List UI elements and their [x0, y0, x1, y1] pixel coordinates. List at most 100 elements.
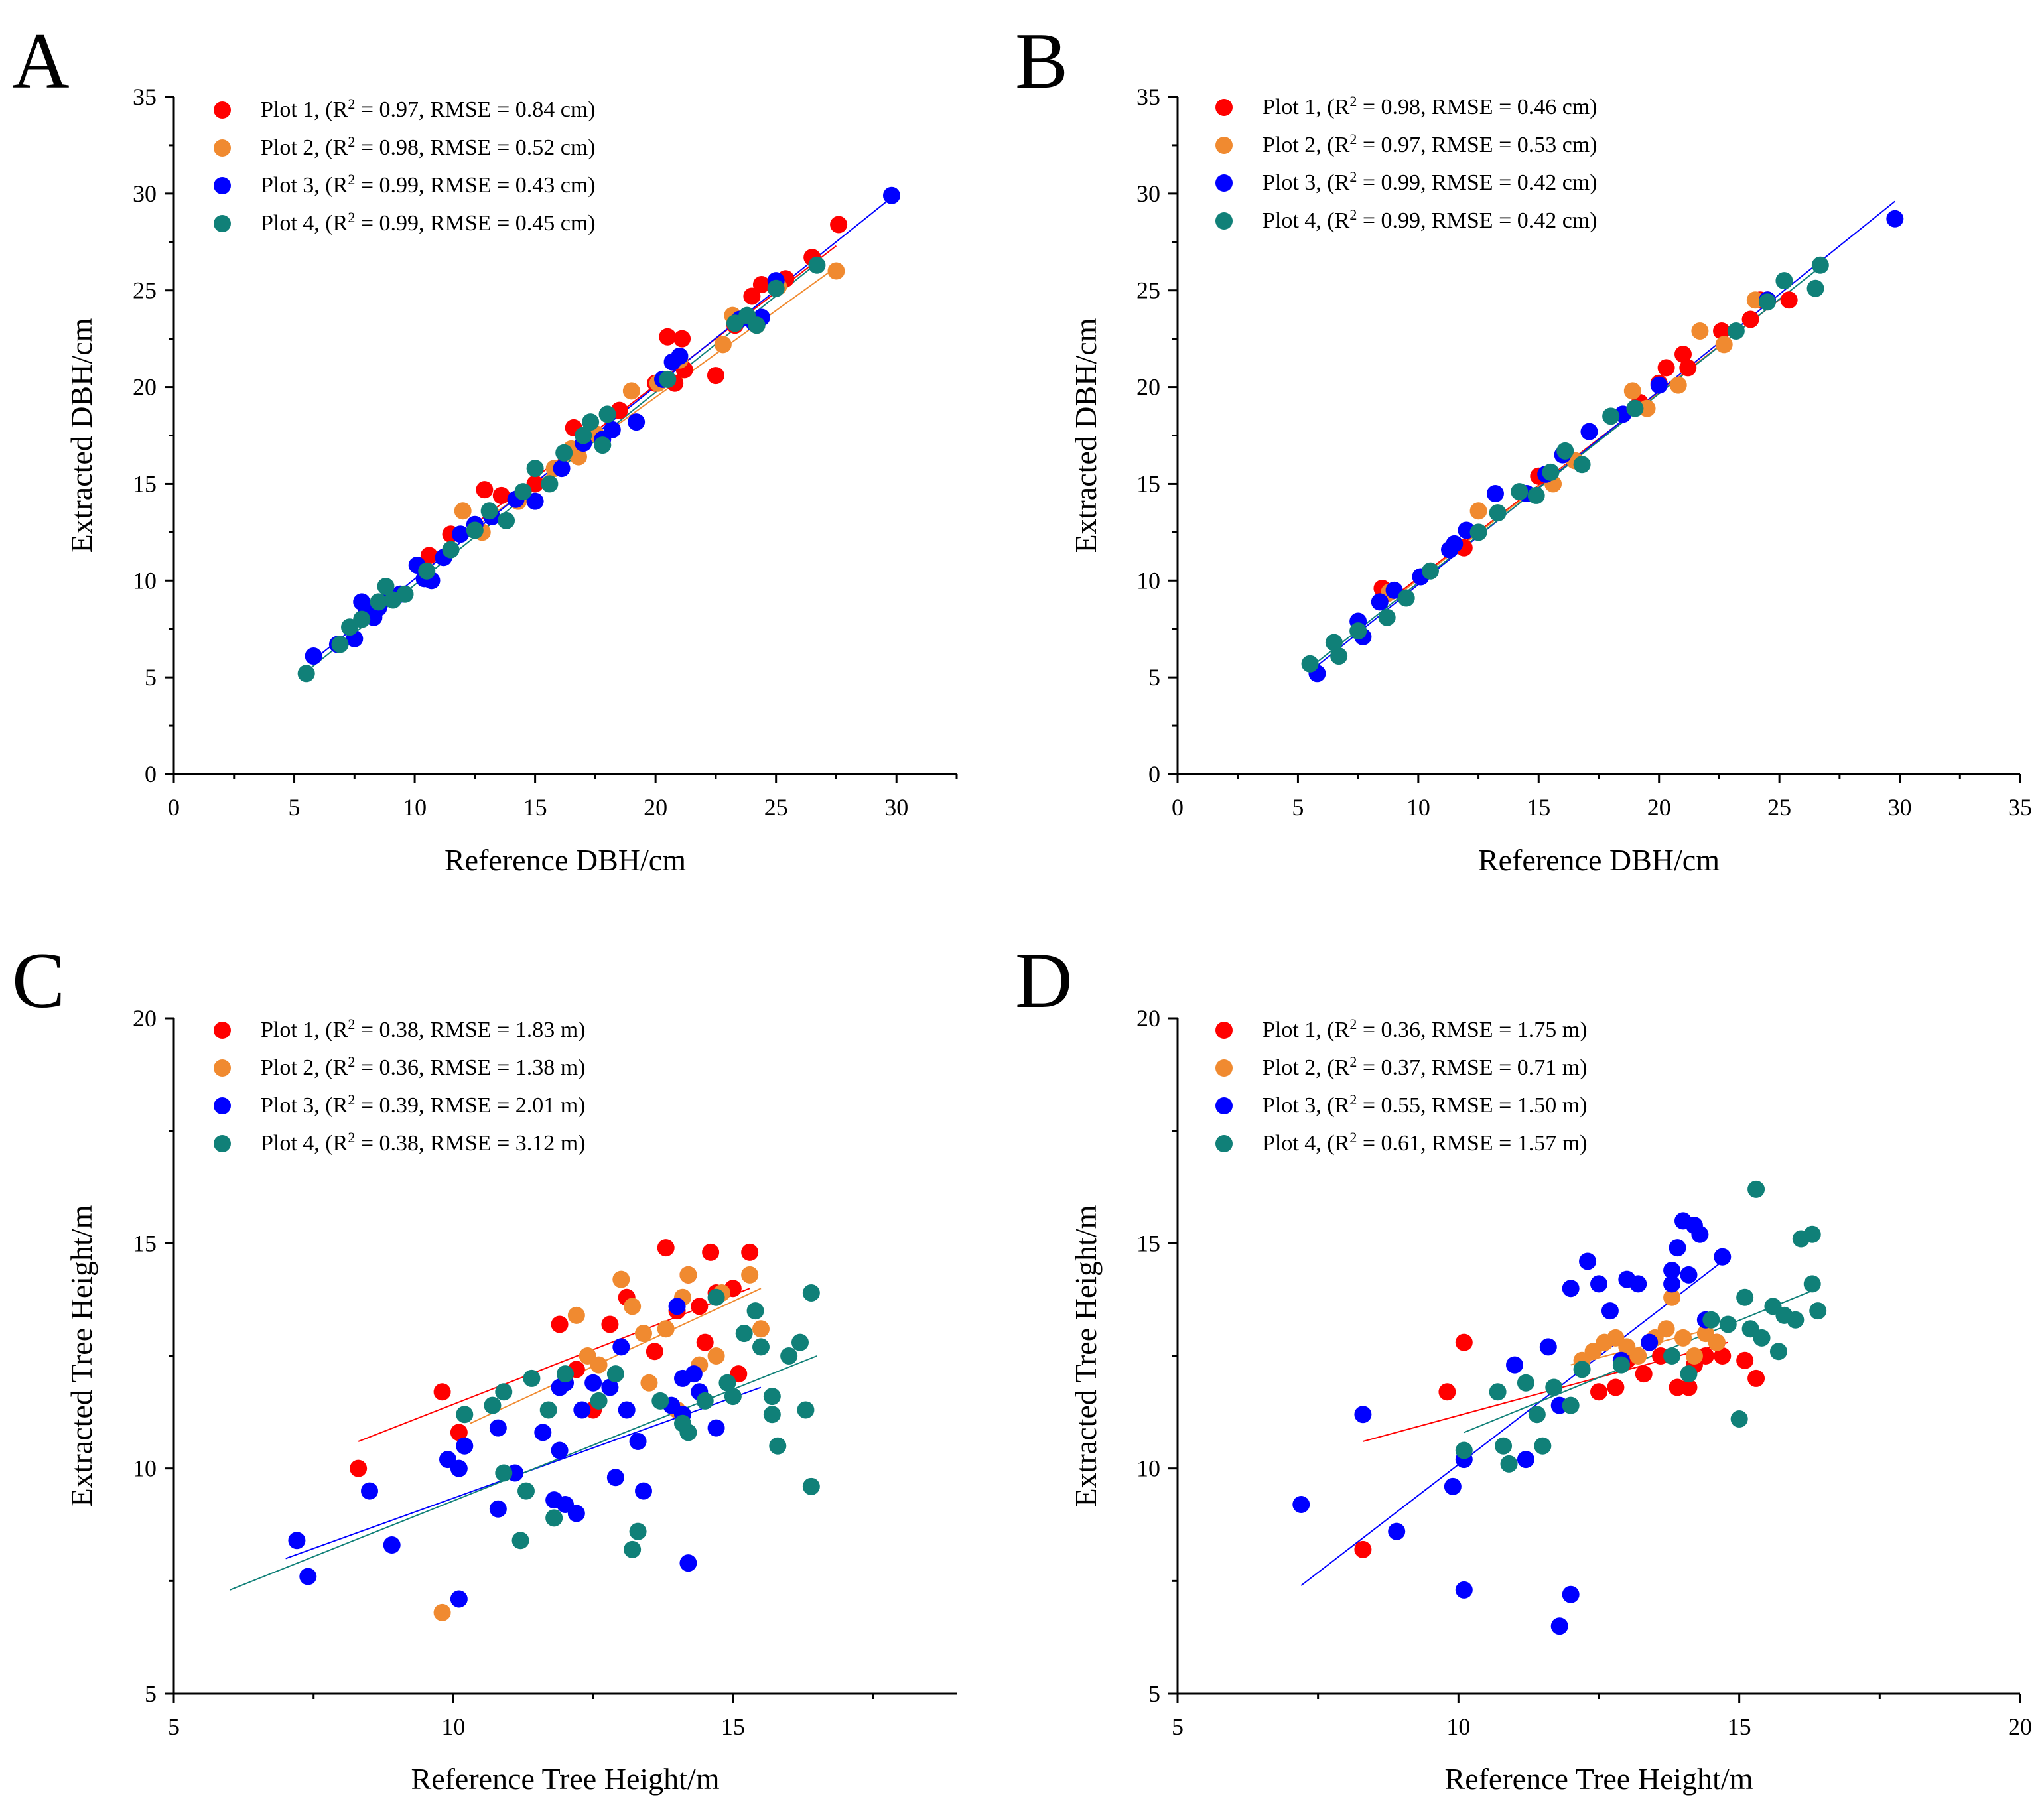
- data-point: [1803, 1225, 1821, 1243]
- data-point: [624, 1298, 642, 1315]
- data-point: [802, 1477, 820, 1495]
- data-point: [450, 1459, 468, 1477]
- panel-letter: B: [1015, 17, 1068, 105]
- x-tick-label: 15: [1728, 1713, 1751, 1740]
- x-tick-label: 10: [1446, 1713, 1470, 1740]
- legend-label: Plot 1, (R2 = 0.98, RMSE = 0.46 cm): [1262, 93, 1598, 120]
- data-point: [517, 1482, 535, 1500]
- data-point: [1691, 1225, 1709, 1243]
- data-point: [1715, 336, 1733, 354]
- data-point: [484, 1396, 502, 1414]
- y-tick-label: 35: [133, 84, 157, 110]
- data-point: [622, 382, 640, 400]
- series-4-points: [297, 256, 826, 683]
- y-axis-title: Extracted DBH/cm: [1069, 318, 1103, 553]
- data-point: [590, 1392, 608, 1410]
- y-tick-label: 20: [1136, 374, 1160, 401]
- y-tick-label: 30: [133, 180, 157, 207]
- data-point: [1517, 1374, 1534, 1392]
- legend-marker: [1215, 1059, 1233, 1077]
- x-tick-label: 30: [1888, 794, 1912, 821]
- data-point: [1635, 1365, 1653, 1383]
- data-point: [489, 1500, 507, 1518]
- data-point: [606, 1365, 624, 1383]
- data-point: [1422, 562, 1439, 580]
- data-point: [1741, 310, 1759, 328]
- data-point: [808, 256, 826, 274]
- data-point: [1713, 322, 1731, 340]
- data-point: [1747, 1369, 1765, 1387]
- data-point: [1349, 622, 1367, 640]
- data-point: [752, 275, 770, 293]
- data-point: [476, 481, 494, 499]
- data-point: [288, 1532, 306, 1550]
- data-point: [1455, 1333, 1473, 1351]
- data-point: [1580, 423, 1598, 440]
- data-point: [1438, 1383, 1456, 1401]
- data-point: [450, 1424, 468, 1441]
- series-4-points: [1455, 1180, 1827, 1473]
- data-point: [741, 1266, 759, 1284]
- data-point: [498, 511, 515, 529]
- data-point: [539, 1401, 557, 1419]
- data-point: [1354, 1406, 1372, 1424]
- data-point: [1674, 1329, 1692, 1347]
- data-point: [555, 444, 573, 462]
- legend-marker: [1215, 137, 1233, 154]
- legend: Plot 1, (R2 = 0.97, RMSE = 0.84 cm) Plot …: [214, 96, 596, 235]
- data-point: [1469, 523, 1487, 541]
- series-2-points: [1381, 291, 1764, 601]
- data-point: [1747, 1180, 1765, 1198]
- data-point: [1562, 1396, 1580, 1414]
- legend-label: Plot 2, (R2 = 0.36, RMSE = 1.38 m): [261, 1053, 586, 1081]
- series-1-points: [1354, 1333, 1765, 1558]
- data-point: [420, 547, 438, 565]
- legend-marker: [214, 1059, 231, 1077]
- data-point: [635, 1325, 652, 1343]
- data-point: [827, 262, 845, 280]
- data-point: [673, 330, 691, 348]
- data-point: [830, 216, 848, 234]
- data-point: [433, 1383, 451, 1401]
- legend-label: Plot 1, (R2 = 0.36, RMSE = 1.75 m): [1262, 1016, 1588, 1043]
- y-tick-label: 35: [1136, 84, 1160, 110]
- data-point: [603, 421, 621, 438]
- legend-label: Plot 3, (R2 = 0.99, RMSE = 0.43 cm): [261, 171, 596, 198]
- legend-label: Plot 4, (R2 = 0.38, RMSE = 3.12 m): [261, 1129, 586, 1156]
- data-point: [1446, 535, 1464, 553]
- data-point: [1511, 483, 1529, 501]
- y-tick-label: 10: [133, 567, 157, 594]
- data-point: [1679, 359, 1697, 377]
- data-point: [601, 1378, 619, 1396]
- y-tick-label: 25: [1136, 277, 1160, 304]
- data-point: [1601, 1302, 1619, 1320]
- data-point: [1629, 1275, 1647, 1293]
- data-point: [707, 367, 724, 385]
- series-4-points: [456, 1284, 820, 1558]
- data-point: [612, 1270, 630, 1288]
- y-tick-label: 15: [133, 470, 157, 497]
- legend-label: Plot 1, (R2 = 0.97, RMSE = 0.84 cm): [261, 96, 596, 123]
- data-point: [584, 1374, 602, 1392]
- x-tick-label: 15: [1527, 794, 1550, 821]
- data-point: [450, 1590, 468, 1608]
- data-point: [1562, 1280, 1580, 1298]
- series-1-points: [350, 1239, 759, 1477]
- legend-marker: [214, 177, 231, 194]
- data-point: [679, 1554, 697, 1572]
- data-point: [679, 1266, 697, 1284]
- data-point: [1657, 1320, 1675, 1338]
- data-point: [551, 1315, 569, 1333]
- x-tick-label: 5: [289, 794, 301, 821]
- y-tick-label: 5: [145, 664, 157, 691]
- y-tick-label: 30: [1136, 180, 1160, 207]
- data-point: [492, 486, 510, 504]
- y-axis-title: Extracted Tree Height/m: [1069, 1205, 1103, 1506]
- data-point: [575, 427, 592, 444]
- data-point: [1455, 1581, 1473, 1599]
- data-point: [1626, 399, 1644, 417]
- x-tick-label: 5: [168, 1713, 180, 1740]
- data-point: [573, 1401, 591, 1419]
- data-point: [606, 1469, 624, 1487]
